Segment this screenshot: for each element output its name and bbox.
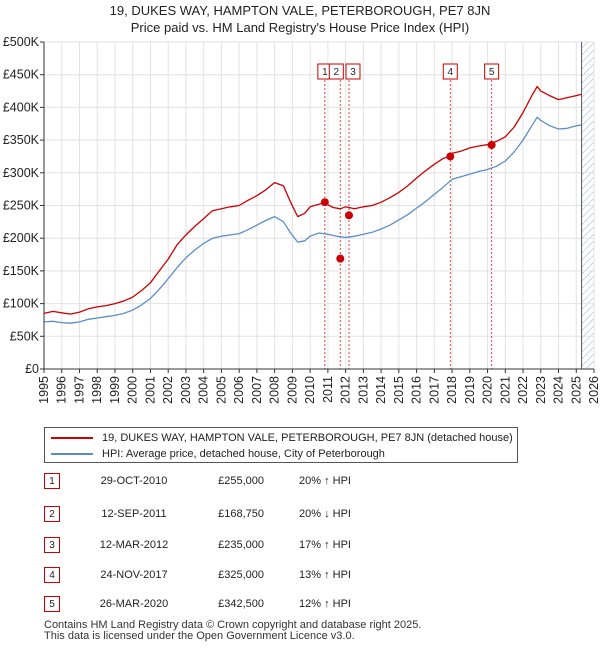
sale-row: 3 12-MAR-2012 £235,000 17% ↑ HPI — [44, 537, 544, 555]
sale-marker-label: 4 — [448, 67, 454, 78]
sale-hpi-comparison: 17% ↑ HPI — [299, 539, 351, 551]
sale-date: 12-MAR-2012 — [99, 539, 169, 551]
chart-plot: 1 2 3 4 5 £0 £50K £100K £150K £200K £250K £300K £350… — [3, 35, 600, 404]
legend-item-hpi: HPI: Average price, detached house, City… — [51, 447, 385, 461]
sale-point — [336, 254, 345, 263]
x-tick-label: 2000 — [126, 376, 140, 404]
y-tick-label: £0 — [25, 362, 39, 376]
x-tick-label: 2026 — [587, 376, 600, 404]
x-tick-label: 2011 — [321, 376, 335, 403]
x-tick-label: 1999 — [108, 376, 122, 404]
legend: 19, DUKES WAY, HAMPTON VALE, PETERBOROUG… — [44, 427, 518, 463]
y-tick-label: £250K — [3, 199, 40, 213]
x-tick-label: 1995 — [37, 376, 51, 404]
chart-title-line1: 19, DUKES WAY, HAMPTON VALE, PETERBOROUG… — [109, 3, 491, 18]
sale-number-badge: 2 — [44, 506, 60, 522]
x-tick-label: 2003 — [179, 376, 193, 404]
x-tick-label: 2008 — [268, 376, 282, 404]
legend-swatch-hpi — [51, 453, 93, 455]
sale-marker-label: 5 — [489, 67, 495, 78]
y-tick-label: £350K — [3, 133, 40, 147]
y-tick-label: £200K — [3, 231, 40, 245]
hpi-line — [43, 116, 582, 324]
sale-row: 2 12-SEP-2011 £168,750 20% ↓ HPI — [44, 506, 544, 524]
x-tick-label: 2006 — [232, 376, 246, 404]
x-tick-label: 2025 — [569, 376, 583, 404]
sale-price: £325,000 — [218, 569, 264, 581]
x-tick-label: 2010 — [303, 376, 317, 404]
sale-marker-label: 2 — [334, 67, 340, 78]
footer-copyright: Contains HM Land Registry data © Crown c… — [44, 619, 422, 631]
sale-hpi-comparison: 20% ↓ HPI — [299, 508, 351, 520]
y-tick-label: £450K — [3, 68, 40, 82]
x-tick-label: 2020 — [481, 376, 495, 404]
legend-label-property: 19, DUKES WAY, HAMPTON VALE, PETERBOROUG… — [102, 432, 513, 444]
sale-date: 29-OCT-2010 — [100, 475, 168, 487]
x-tick-label: 2001 — [143, 376, 157, 404]
sale-marker-box — [484, 63, 500, 80]
sale-price: £255,000 — [218, 475, 264, 487]
x-tick-label: 2016 — [410, 376, 424, 404]
x-tick-label: 2022 — [516, 376, 530, 404]
footer-licence: This data is licensed under the Open Gov… — [44, 630, 355, 642]
x-tick-label: 2017 — [427, 376, 441, 404]
x-tick-label: 2014 — [374, 376, 388, 404]
y-tick-label: £50K — [10, 329, 40, 343]
sale-row: 5 26-MAR-2020 £342,500 12% ↑ HPI — [44, 596, 544, 614]
y-tick-label: £100K — [3, 297, 40, 311]
sale-point — [320, 198, 329, 207]
sale-price: £168,750 — [218, 508, 264, 520]
sale-point — [446, 152, 455, 161]
x-tick-label: 2012 — [339, 376, 353, 404]
sale-hpi-comparison: 12% ↑ HPI — [299, 598, 351, 610]
sale-row: 1 29-OCT-2010 £255,000 20% ↑ HPI — [44, 473, 544, 491]
sale-marker-box — [442, 63, 458, 80]
sale-point — [344, 211, 353, 220]
sale-price: £342,500 — [218, 598, 264, 610]
x-tick-label: 2023 — [534, 376, 548, 404]
sale-marker-label: 1 — [322, 67, 328, 78]
x-tick-label: 1997 — [72, 376, 86, 404]
legend-swatch-property — [51, 437, 93, 439]
x-tick-label: 1998 — [90, 376, 104, 404]
sale-date: 26-MAR-2020 — [99, 598, 169, 610]
x-tick-label: 2019 — [463, 376, 477, 404]
x-tick-label: 2009 — [285, 376, 299, 404]
y-tick-label: £500K — [3, 35, 40, 49]
x-tick-label: 2007 — [250, 376, 264, 404]
x-tick-label: 2018 — [445, 376, 459, 404]
x-tick-label: 1996 — [55, 376, 69, 404]
sale-hpi-comparison: 13% ↑ HPI — [299, 569, 351, 581]
sale-hpi-comparison: 20% ↑ HPI — [299, 475, 351, 487]
chart-title: 19, DUKES WAY, HAMPTON VALE, PETERBOROUG… — [0, 2, 600, 36]
legend-label-hpi: HPI: Average price, detached house, City… — [102, 448, 385, 460]
y-tick-label: £150K — [3, 264, 40, 278]
sale-number-badge: 1 — [44, 473, 60, 489]
legend-item-property: 19, DUKES WAY, HAMPTON VALE, PETERBOROUG… — [51, 431, 513, 445]
x-tick-label: 2013 — [356, 376, 370, 404]
x-tick-label: 2021 — [498, 376, 512, 404]
x-tick-label: 2005 — [214, 376, 228, 404]
sale-marker-box — [345, 63, 361, 80]
sale-date: 12-SEP-2011 — [101, 508, 167, 520]
sale-number-badge: 4 — [44, 567, 60, 583]
x-tick-label: 2024 — [552, 376, 566, 404]
footer-attribution: Contains HM Land Registry data © Crown c… — [44, 620, 421, 642]
x-tick-label: 2004 — [197, 376, 211, 404]
sale-marker-box — [328, 63, 344, 80]
chart-title-line2: Price paid vs. HM Land Registry's House … — [130, 20, 470, 35]
y-tick-label: £300K — [3, 166, 40, 180]
y-tick-label: £400K — [3, 100, 40, 114]
sale-number-badge: 3 — [44, 537, 60, 553]
sale-price: £235,000 — [218, 539, 264, 551]
x-tick-label: 2002 — [161, 376, 175, 404]
x-tick-label: 2015 — [392, 376, 406, 404]
sale-number-badge: 5 — [44, 596, 60, 612]
sale-marker-label: 3 — [350, 67, 356, 78]
sale-point — [487, 141, 496, 150]
sale-row: 4 24-NOV-2017 £325,000 13% ↑ HPI — [44, 567, 544, 585]
sale-date: 24-NOV-2017 — [100, 569, 168, 581]
